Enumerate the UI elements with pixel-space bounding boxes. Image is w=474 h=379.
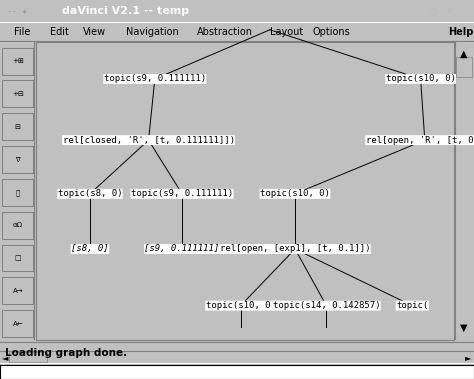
Text: File: File [14,27,31,37]
Bar [2,146,33,173]
Text: Options: Options [313,27,351,37]
Text: [s9, 0.111111]: [s9, 0.111111] [145,244,219,254]
Bar [2,277,33,304]
Text: topic(s10, 0): topic(s10, 0) [260,189,330,198]
Bar [456,56,472,77]
Text: ►: ► [465,353,472,362]
Bar [9,352,47,362]
Bar [2,310,33,337]
Bar [2,212,33,238]
Text: topic(s10, 0): topic(s10, 0) [386,75,456,83]
Text: View: View [83,27,106,37]
Text: topic(s14, 0.142857): topic(s14, 0.142857) [273,301,380,310]
Text: topic(s10, 0): topic(s10, 0) [206,301,275,310]
Text: topic(s9, 0.111111): topic(s9, 0.111111) [131,189,233,198]
Text: Layout: Layout [270,27,303,37]
Text: -- ✦: -- ✦ [7,6,27,16]
Text: ∇: ∇ [16,157,20,163]
Text: A←: A← [12,321,23,327]
Text: rel[closed, 'R', [t, 0.111111]]): rel[closed, 'R', [t, 0.111111]]) [63,136,235,145]
Bar [2,343,33,370]
Text: ·  □  ×: · □ × [412,6,454,16]
Text: □: □ [15,255,21,261]
Text: Loading graph done.: Loading graph done. [5,348,127,358]
Text: ◄: ◄ [2,353,9,362]
Text: Help: Help [448,27,474,37]
Text: Navigation: Navigation [126,27,178,37]
Text: Abstraction: Abstraction [197,27,253,37]
Text: STOP: STOP [9,353,27,359]
Bar [2,113,33,140]
Text: Edit: Edit [50,27,69,37]
Bar [2,48,33,75]
Text: +⊟: +⊟ [12,91,24,97]
Text: topic(s9, 0.111111): topic(s9, 0.111111) [104,75,206,83]
Text: rel[open, [exp1], [t, 0.1]]): rel[open, [exp1], [t, 0.1]]) [220,244,370,254]
Text: +⊞: +⊞ [12,58,24,64]
Bar [2,179,33,206]
Text: topic(s8, 0): topic(s8, 0) [58,189,122,198]
Text: ⊟: ⊟ [15,124,21,130]
Text: ▲: ▲ [460,49,468,59]
Text: ⌕: ⌕ [16,189,20,196]
Text: ▼: ▼ [460,323,468,332]
Text: αΩ: αΩ [13,222,23,228]
Text: topic(: topic( [396,301,428,310]
Bar [2,80,33,107]
Text: rel[open, 'R', [t, 0.1: rel[open, 'R', [t, 0.1 [365,136,474,145]
Text: A→: A→ [12,288,23,294]
Text: daVinci V2.1 -- temp: daVinci V2.1 -- temp [62,6,189,16]
Text: [s8, 0]: [s8, 0] [71,244,109,254]
Bar [2,244,33,271]
